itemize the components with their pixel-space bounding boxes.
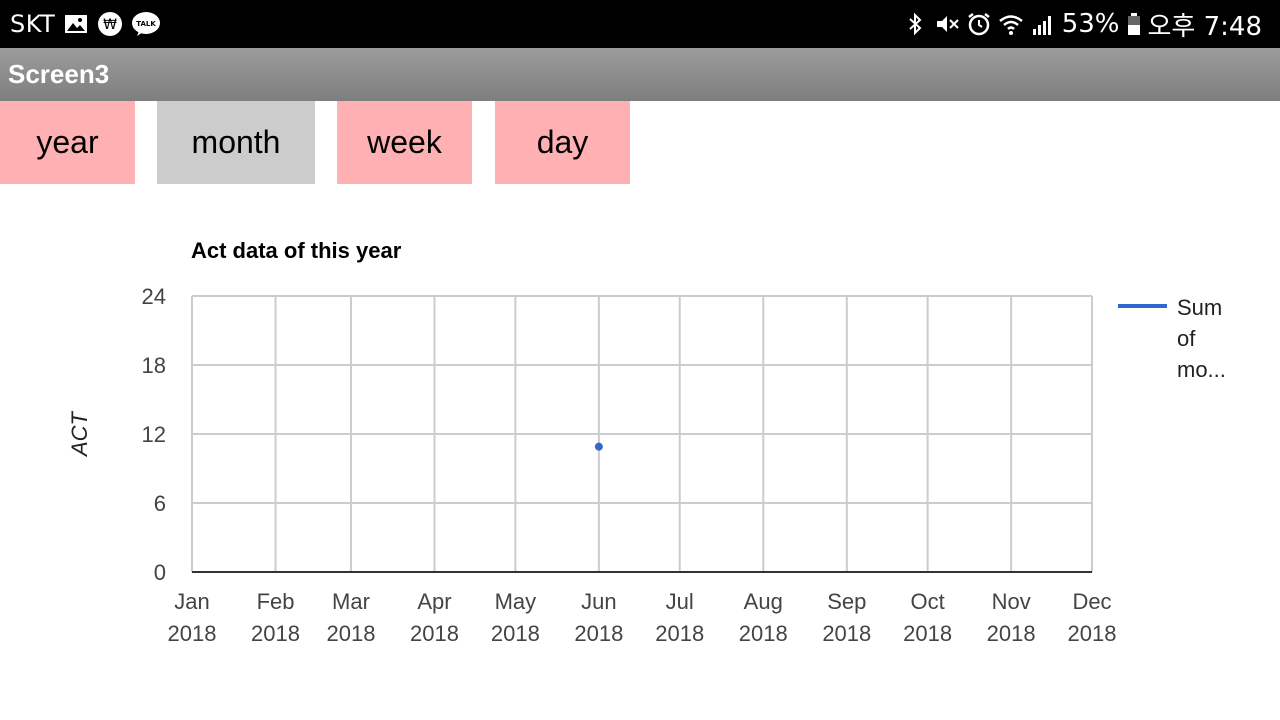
- status-bar: SKT ₩ TALK 53% 오후 7:48: [0, 0, 1280, 48]
- carrier-label: SKT: [10, 10, 56, 38]
- tab-week[interactable]: week: [337, 101, 472, 184]
- alarm-icon: [966, 11, 992, 37]
- y-tick-label: 24: [142, 284, 166, 309]
- image-icon: [63, 11, 89, 37]
- won-icon: ₩: [97, 11, 123, 37]
- x-tick-label: Mar 2018: [327, 589, 376, 646]
- x-tick-label: Nov 2018: [987, 589, 1036, 646]
- tab-year-label: year: [36, 124, 99, 160]
- x-tick-label: Jun 2018: [574, 589, 623, 646]
- y-tick-label: 0: [154, 560, 166, 585]
- wifi-icon: [998, 11, 1024, 37]
- legend-swatch: [1118, 304, 1167, 308]
- y-tick-label: 12: [142, 422, 166, 447]
- tab-year[interactable]: year: [0, 101, 135, 184]
- app-title-bar: Screen3: [0, 48, 1280, 101]
- x-tick-label: Jul 2018: [655, 589, 704, 646]
- data-point: [594, 442, 603, 451]
- talk-icon: TALK: [131, 11, 161, 37]
- tab-day[interactable]: day: [495, 101, 630, 184]
- status-bar-right: 53% 오후 7:48: [902, 0, 1262, 48]
- x-tick-label: Oct 2018: [903, 589, 952, 646]
- battery-percent: 53%: [1061, 9, 1120, 39]
- x-tick-label: May 2018: [491, 589, 540, 646]
- x-tick-label: Sep 2018: [822, 589, 871, 646]
- tab-month-label: month: [191, 124, 281, 160]
- screen-title: Screen3: [8, 59, 110, 89]
- legend-line-3: mo...: [1177, 357, 1226, 382]
- bluetooth-icon: [902, 11, 928, 37]
- svg-text:TALK: TALK: [137, 20, 157, 28]
- tab-day-label: day: [536, 124, 589, 160]
- x-tick-label: Feb 2018: [251, 589, 300, 646]
- svg-text:₩: ₩: [103, 17, 117, 33]
- legend-line-1: Sum: [1177, 295, 1223, 320]
- legend-label: Sum of mo...: [1177, 292, 1267, 385]
- chart-title: Act data of this year: [191, 238, 402, 263]
- x-tick-label: Dec 2018: [1068, 589, 1117, 646]
- x-tick-label: Aug 2018: [739, 589, 788, 646]
- x-tick-label: Jan 2018: [168, 589, 217, 646]
- signal-icon: [1030, 11, 1056, 37]
- battery-icon: [1126, 11, 1142, 37]
- mute-icon: [934, 11, 960, 37]
- tab-month[interactable]: month: [157, 101, 315, 184]
- clock: 오후 7:48: [1147, 11, 1263, 42]
- status-bar-left: SKT ₩ TALK: [10, 0, 161, 48]
- y-axis-label: ACT: [67, 410, 92, 458]
- tab-week-label: week: [367, 124, 442, 160]
- y-tick-label: 6: [154, 491, 166, 516]
- y-tick-label: 18: [142, 353, 166, 378]
- legend-line-2: of: [1177, 326, 1196, 351]
- x-tick-label: Apr 2018: [410, 589, 459, 646]
